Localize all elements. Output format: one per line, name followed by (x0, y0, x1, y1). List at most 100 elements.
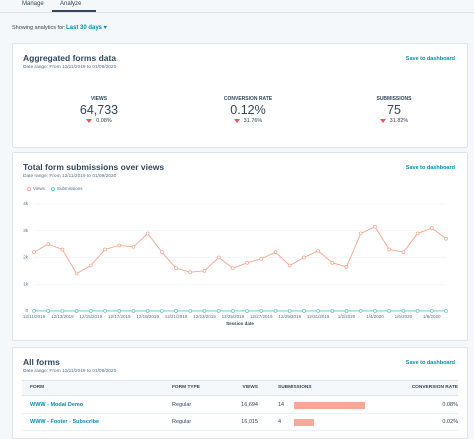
point (345, 309, 348, 312)
series-line (34, 227, 446, 274)
card-title: All forms (23, 357, 60, 367)
point (61, 248, 64, 251)
x-tick-label: 12/13/2019 (51, 314, 74, 319)
point (445, 237, 448, 240)
x-tick-label: 1/8/2020 (423, 314, 441, 319)
tab-active[interactable]: Analyze (60, 1, 81, 7)
chart-card: Total form submissions over views Date r… (12, 152, 468, 341)
row-border (22, 430, 458, 431)
point (359, 309, 362, 312)
stat: SUBMISSIONS 75 31.82% (334, 96, 454, 124)
page: Manage Analyze Showing analytics for: La… (0, 0, 474, 428)
point (445, 309, 448, 312)
y-tick-label: 1k (23, 281, 29, 286)
point (146, 232, 149, 235)
point (189, 309, 192, 312)
point (388, 248, 391, 251)
point (217, 309, 220, 312)
date-range: Date range: From 12/11/2019 to 01/09/202… (23, 65, 116, 70)
x-tick-label: 1/2/2020 (338, 314, 356, 319)
x-tick-label: 12/25/2019 (222, 314, 245, 319)
x-tick-label: 12/17/2019 (108, 314, 131, 319)
point (217, 256, 220, 259)
point (260, 257, 263, 260)
point (402, 309, 405, 312)
save-button[interactable]: Save to dashboard (406, 56, 455, 62)
point (175, 309, 178, 312)
point (231, 267, 234, 270)
point (246, 261, 249, 264)
point (132, 245, 135, 248)
point (104, 309, 107, 312)
x-tick-label: 1/6/2020 (395, 314, 413, 319)
point (118, 244, 121, 247)
point (345, 265, 348, 268)
point (246, 309, 249, 312)
cell: Regular (172, 419, 191, 425)
point (416, 309, 419, 312)
save-button[interactable]: Save to dashboard (406, 360, 455, 366)
point (288, 309, 291, 312)
point (89, 264, 92, 267)
submission-bar (294, 419, 314, 426)
stat: VIEWS 64,733 0.08% (39, 96, 159, 124)
point (331, 261, 334, 264)
y-tick-label: 4k (23, 201, 29, 206)
point (430, 309, 433, 312)
point (33, 251, 36, 254)
cell: Regular (172, 402, 191, 408)
point (402, 251, 405, 254)
cell: 14 (278, 402, 284, 408)
point (47, 309, 50, 312)
point (47, 243, 50, 246)
y-tick-label: 2k (23, 255, 29, 260)
point (331, 309, 334, 312)
legend-label: Views (33, 186, 46, 191)
point (203, 309, 206, 312)
point (288, 264, 291, 267)
legend-label: Submissions (57, 186, 83, 191)
form-link[interactable]: WWW - Modal Demo (30, 402, 83, 408)
column-header[interactable]: SUBMISSIONS (278, 385, 312, 390)
aggregated-card: Aggregated forms data Date range: From 1… (12, 43, 468, 148)
filter-value[interactable]: Last 30 days (66, 25, 102, 31)
point (430, 227, 433, 230)
form-link[interactable]: WWW - Footer - Subscribe (30, 419, 99, 425)
x-tick-label: 12/11/2019 (23, 314, 46, 319)
point (260, 309, 263, 312)
card-title: Aggregated forms data (23, 53, 116, 63)
point (302, 256, 305, 259)
stat-value: 75 (334, 103, 454, 117)
column-header[interactable]: FORM TYPE (172, 385, 200, 390)
tab-border (0, 12, 474, 13)
change-text: 31.76% (244, 118, 263, 124)
point (160, 251, 163, 254)
column-header[interactable]: FORM (30, 385, 44, 390)
column-header[interactable]: VIEWS (243, 385, 258, 390)
point (160, 309, 163, 312)
date-range: Date range: From 12/11/2019 to 01/09/202… (23, 369, 116, 374)
point (317, 309, 320, 312)
point (388, 309, 391, 312)
stat-change: 0.08% (39, 118, 159, 124)
point (75, 309, 78, 312)
x-tick-label: 12/29/2019 (278, 314, 301, 319)
point (359, 232, 362, 235)
tab[interactable]: Manage (22, 1, 44, 7)
point (189, 271, 192, 274)
column-header[interactable]: CONVERSION RATE (412, 385, 458, 390)
x-tick-label: 12/23/2019 (193, 314, 216, 319)
point (373, 225, 376, 228)
stat: CONVERSION RATE 0.12% 31.76% (188, 96, 308, 124)
filter-dropdown[interactable]: Last 30 days ▾ (66, 24, 107, 31)
x-axis-label: Session date (226, 321, 254, 326)
change-text: 0.08% (96, 118, 112, 124)
point (373, 309, 376, 312)
x-tick-label: 12/31/2019 (307, 314, 330, 319)
point (146, 309, 149, 312)
stat-change: 31.82% (334, 118, 454, 124)
legend-marker (51, 187, 54, 190)
x-tick-label: 12/27/2019 (250, 314, 273, 319)
cell: 0.08% (442, 402, 458, 408)
